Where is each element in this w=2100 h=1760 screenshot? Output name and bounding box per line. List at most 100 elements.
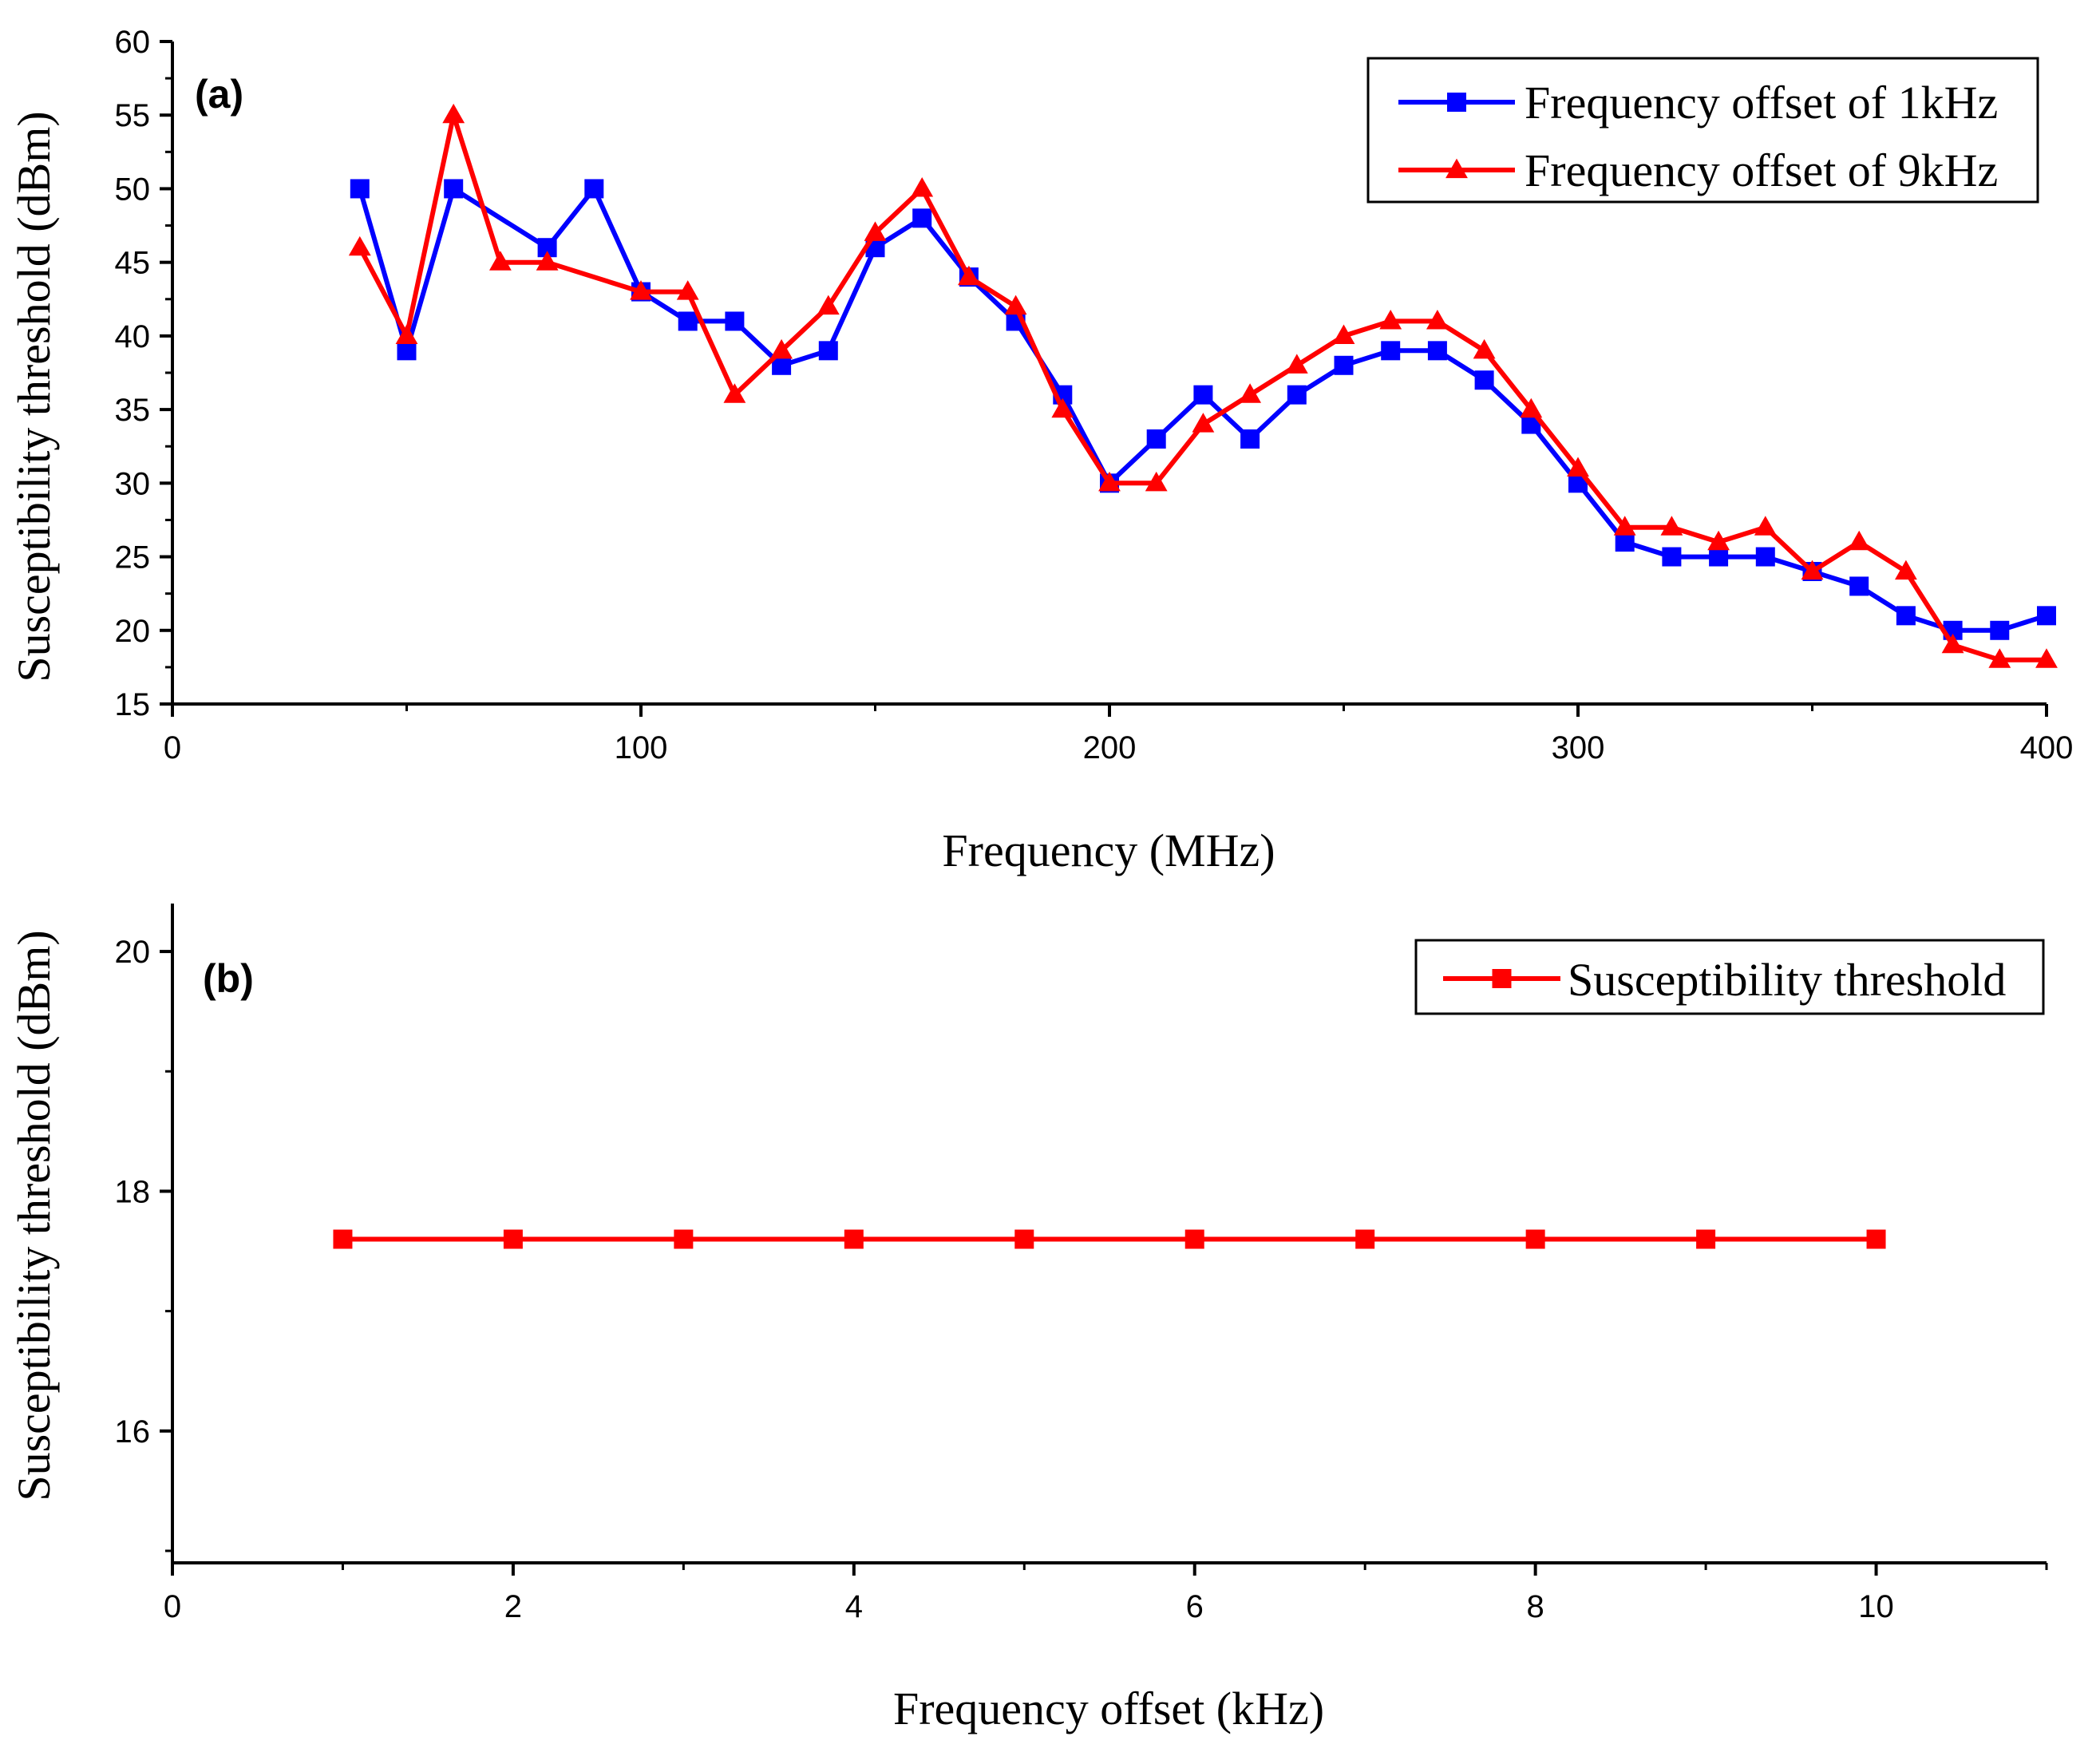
data-point-0-0-7 <box>725 311 745 331</box>
x-tick-label-0-4: 400 <box>2020 730 2074 765</box>
data-point-0-0-32 <box>1896 606 1916 626</box>
legend-marker-0-1 <box>1445 158 1468 179</box>
panel-b-chart: (b) 0 2 4 6 8 10 16 18 20 Frequency offset (kHz)… <box>8 904 2048 1734</box>
data-point-0-1-30 <box>1801 560 1824 580</box>
data-point-0-1-20 <box>1332 324 1355 344</box>
data-point-0-1-1 <box>395 324 418 344</box>
data-point-0-0-6 <box>678 311 698 331</box>
x-tick-label-1-5: 10 <box>1858 1589 1894 1624</box>
y-tick-label-1-0: 16 <box>115 1414 151 1450</box>
data-point-0-0-22 <box>1427 341 1447 361</box>
x-tick-label-0-1: 100 <box>615 730 668 765</box>
panel-a-label: (a) <box>195 72 243 117</box>
data-point-0-1-5 <box>630 280 652 300</box>
data-point-0-1-9 <box>817 295 840 315</box>
y-tick-label-0-4: 35 <box>115 393 151 428</box>
panel-b-legend: Susceptibility threshold <box>1414 939 2045 1015</box>
data-point-0-1-15 <box>1098 471 1121 492</box>
data-point-0-0-9 <box>818 341 838 361</box>
data-point-0-0-35 <box>2037 606 2056 626</box>
panel-a-axes: 0 100 200 300 400 15 20 25 30 35 40 45 50 55 60 <box>115 25 2074 765</box>
panel-b-marks <box>333 1229 1886 1249</box>
panel-a-y-axis-title: Susceptibility threshold (dBm) <box>8 111 60 682</box>
panel-b-y-axis-title: Susceptibility threshold (dBm) <box>8 930 60 1501</box>
data-point-0-0-28 <box>1709 547 1729 567</box>
data-point-0-1-28 <box>1707 530 1730 551</box>
data-point-0-0-20 <box>1334 355 1354 375</box>
data-point-0-0-19 <box>1287 385 1307 405</box>
y-tick-label-1-1: 18 <box>115 1174 151 1209</box>
legend-marker-0-0 <box>1447 93 1466 112</box>
x-tick-label-1-4: 8 <box>1527 1589 1544 1624</box>
data-point-0-1-0 <box>348 235 371 256</box>
data-point-0-1-32 <box>1894 560 1917 580</box>
y-tick-label-0-8: 55 <box>115 98 151 133</box>
data-point-1-0-3 <box>844 1229 864 1249</box>
data-point-1-0-8 <box>1696 1229 1716 1249</box>
data-point-0-0-34 <box>1990 620 2010 640</box>
panel-a-legend-box <box>1366 57 2039 204</box>
legend-label-9khz: Frequency offset of 9kHz <box>1525 144 1998 196</box>
data-point-0-0-0 <box>350 179 370 199</box>
legend-marker-1-0 <box>1492 969 1512 988</box>
data-point-0-1-13 <box>1004 295 1027 315</box>
panel-a-legend: Frequency offset of 1kHz Frequency offse… <box>1366 57 2039 204</box>
data-point-0-1-11 <box>911 177 934 197</box>
data-point-0-0-31 <box>1849 576 1869 596</box>
panel-a-x-axis-title: Frequency (MHz) <box>942 825 1275 876</box>
data-point-0-1-16 <box>1145 471 1168 492</box>
y-tick-label-0-0: 15 <box>115 687 151 722</box>
data-point-0-0-11 <box>912 208 932 228</box>
data-point-0-1-4 <box>536 251 559 271</box>
data-point-0-1-31 <box>1848 530 1871 551</box>
x-tick-label-1-0: 0 <box>164 1589 181 1624</box>
y-tick-label-0-3: 30 <box>115 466 151 501</box>
y-tick-label-0-9: 60 <box>115 25 151 60</box>
data-point-1-0-9 <box>1866 1229 1886 1249</box>
data-point-0-1-21 <box>1379 310 1402 330</box>
legend-label-1khz: Frequency offset of 1kHz <box>1525 77 1998 129</box>
y-tick-label-1-2: 20 <box>115 935 151 970</box>
data-point-0-0-29 <box>1755 547 1775 567</box>
data-point-0-1-19 <box>1285 354 1308 374</box>
data-point-0-1-8 <box>770 338 793 359</box>
data-point-0-1-12 <box>957 265 980 286</box>
y-tick-label-0-2: 25 <box>115 540 151 575</box>
data-point-0-1-10 <box>864 221 887 241</box>
data-point-0-1-2 <box>442 103 465 124</box>
data-point-0-1-6 <box>676 280 699 300</box>
panel-a-marks <box>348 103 2058 668</box>
data-point-0-1-27 <box>1660 516 1683 536</box>
data-point-0-1-17 <box>1192 413 1215 433</box>
data-point-0-0-16 <box>1146 429 1166 449</box>
panel-b-x-axis-title: Frequency offset (kHz) <box>893 1683 1324 1734</box>
data-point-1-0-2 <box>674 1229 694 1249</box>
data-point-0-1-33 <box>1941 633 1964 654</box>
legend-label-susceptibility: Susceptibility threshold <box>1568 954 2006 1006</box>
y-tick-label-0-6: 45 <box>115 246 151 281</box>
data-point-1-0-4 <box>1014 1229 1034 1249</box>
data-point-0-1-7 <box>723 383 746 403</box>
data-point-0-0-23 <box>1474 370 1494 390</box>
data-point-0-0-1 <box>397 341 417 361</box>
y-tick-label-0-7: 50 <box>115 172 151 207</box>
data-point-0-0-27 <box>1662 547 1682 567</box>
panel-b-label: (b) <box>203 956 254 1001</box>
legend-sample-9khz <box>1398 158 1515 179</box>
data-point-0-1-14 <box>1051 397 1074 418</box>
y-tick-label-0-1: 20 <box>115 614 151 649</box>
data-point-0-1-26 <box>1613 516 1636 536</box>
y-tick-label-0-5: 40 <box>115 319 151 354</box>
data-point-0-1-22 <box>1426 310 1449 330</box>
legend-sample-susceptibility <box>1443 969 1560 988</box>
data-point-0-0-26 <box>1615 532 1635 552</box>
data-point-1-0-1 <box>503 1229 523 1249</box>
data-point-0-0-4 <box>584 179 604 199</box>
series-line-0-0 <box>357 186 2047 633</box>
data-point-0-1-35 <box>2035 648 2058 668</box>
panel-a-chart: (a) 0 100 200 300 400 15 20 25 30 35 40 45 50 55 60 Fr… <box>8 25 2073 876</box>
x-tick-label-0-0: 0 <box>164 730 181 765</box>
data-point-0-1-3 <box>488 251 512 271</box>
data-point-0-1-29 <box>1754 516 1777 536</box>
data-point-0-1-23 <box>1473 338 1496 359</box>
